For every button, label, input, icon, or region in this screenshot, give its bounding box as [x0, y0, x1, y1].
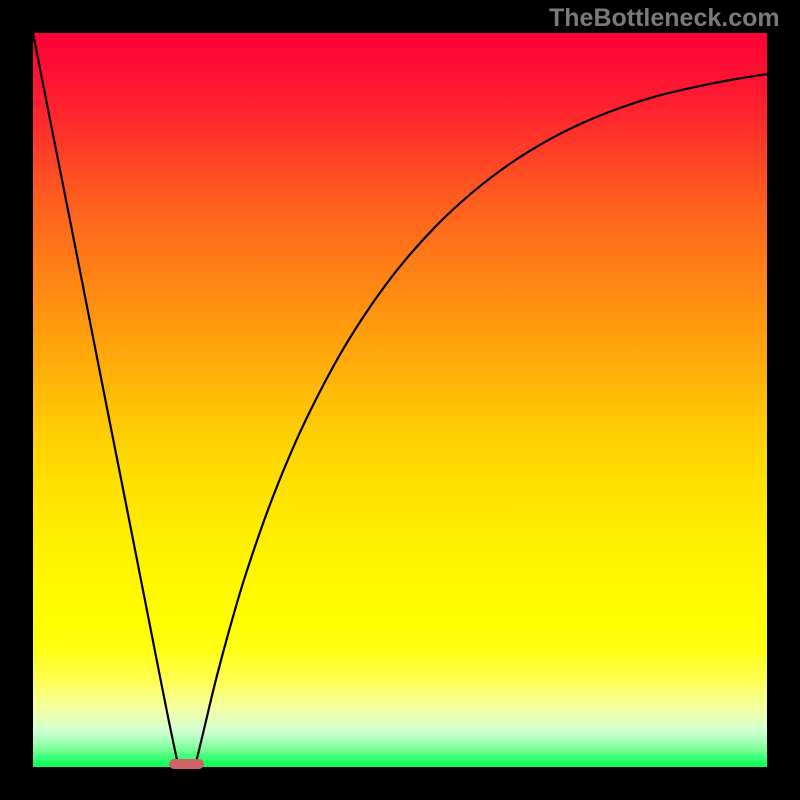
bottleneck-curve	[33, 33, 767, 766]
chart-container: TheBottleneck.com	[0, 0, 800, 800]
curve-svg	[33, 33, 767, 767]
valley-marker	[169, 759, 204, 769]
watermark-text: TheBottleneck.com	[549, 4, 780, 33]
